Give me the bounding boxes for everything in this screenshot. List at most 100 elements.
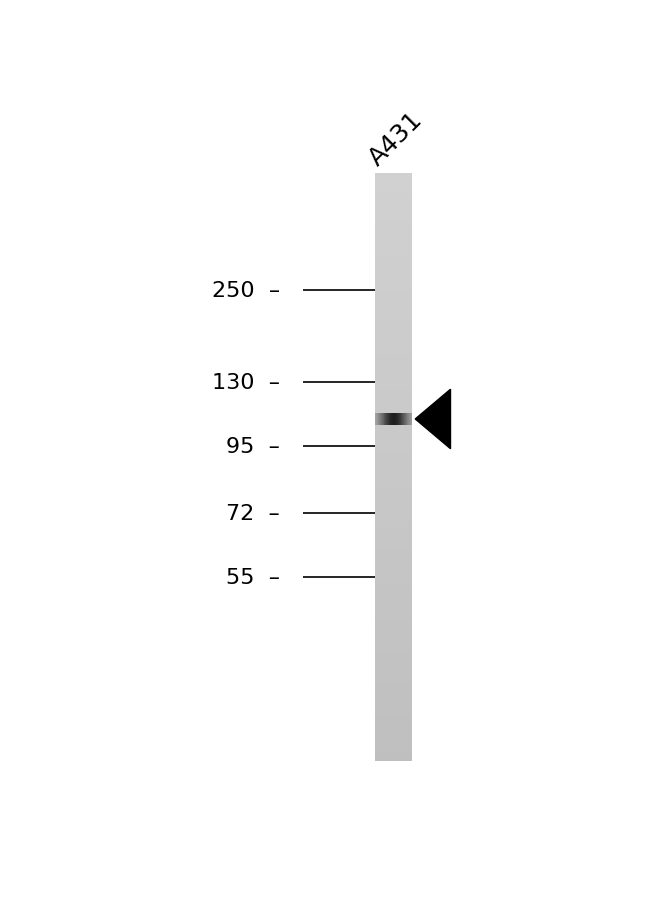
- Bar: [374, 409, 413, 414]
- Bar: [374, 262, 413, 267]
- Bar: [374, 194, 413, 199]
- Bar: [374, 199, 413, 203]
- Bar: [374, 365, 413, 369]
- Bar: [374, 630, 413, 634]
- Bar: [374, 213, 413, 218]
- Bar: [374, 482, 413, 487]
- Bar: [374, 702, 413, 708]
- Bar: [374, 335, 413, 340]
- Bar: [374, 468, 413, 472]
- Bar: [374, 624, 413, 630]
- Bar: [374, 414, 413, 419]
- Bar: [374, 742, 413, 746]
- Bar: [374, 536, 413, 541]
- Text: 130  –: 130 –: [213, 373, 280, 392]
- Bar: [374, 453, 413, 458]
- Bar: [374, 561, 413, 565]
- Bar: [374, 355, 413, 360]
- Bar: [374, 350, 413, 355]
- Bar: [374, 746, 413, 752]
- Bar: [374, 209, 413, 213]
- Bar: [374, 188, 413, 194]
- Bar: [374, 321, 413, 325]
- Bar: [374, 615, 413, 619]
- Bar: [374, 512, 413, 516]
- Bar: [374, 531, 413, 536]
- Bar: [374, 438, 413, 443]
- Bar: [374, 301, 413, 306]
- Bar: [374, 712, 413, 717]
- Bar: [374, 737, 413, 742]
- Bar: [374, 233, 413, 238]
- Bar: [374, 238, 413, 243]
- Bar: [374, 683, 413, 688]
- Bar: [374, 644, 413, 649]
- Bar: [374, 394, 413, 399]
- Bar: [374, 179, 413, 184]
- Bar: [374, 580, 413, 585]
- Bar: [374, 384, 413, 390]
- Bar: [374, 653, 413, 659]
- Bar: [374, 546, 413, 550]
- Bar: [374, 184, 413, 188]
- Bar: [374, 516, 413, 521]
- Bar: [374, 649, 413, 653]
- Bar: [374, 492, 413, 497]
- Bar: [374, 316, 413, 321]
- Bar: [374, 424, 413, 428]
- Bar: [374, 360, 413, 365]
- Bar: [374, 619, 413, 624]
- Bar: [374, 174, 413, 179]
- Bar: [374, 243, 413, 247]
- Bar: [374, 478, 413, 482]
- Text: A431: A431: [364, 108, 427, 170]
- Text: 250  –: 250 –: [212, 280, 280, 301]
- Bar: [374, 668, 413, 674]
- Bar: [374, 369, 413, 375]
- Bar: [374, 331, 413, 335]
- Bar: [374, 218, 413, 223]
- Text: 72  –: 72 –: [226, 504, 280, 524]
- Text: 55  –: 55 –: [226, 567, 280, 587]
- Bar: [374, 590, 413, 595]
- Bar: [374, 732, 413, 737]
- Bar: [374, 340, 413, 346]
- Bar: [374, 752, 413, 756]
- Bar: [374, 203, 413, 209]
- Bar: [374, 419, 413, 424]
- Bar: [374, 609, 413, 615]
- Bar: [374, 443, 413, 448]
- Bar: [374, 346, 413, 350]
- Bar: [374, 693, 413, 698]
- Bar: [374, 257, 413, 262]
- Bar: [374, 634, 413, 639]
- Bar: [374, 404, 413, 409]
- Bar: [374, 247, 413, 253]
- Bar: [374, 678, 413, 683]
- Bar: [374, 306, 413, 311]
- Bar: [374, 472, 413, 478]
- Bar: [374, 600, 413, 605]
- Bar: [374, 556, 413, 561]
- Bar: [374, 717, 413, 722]
- Bar: [374, 571, 413, 575]
- Bar: [374, 375, 413, 380]
- Bar: [374, 253, 413, 257]
- Bar: [374, 458, 413, 463]
- Bar: [374, 595, 413, 600]
- Bar: [374, 550, 413, 556]
- Polygon shape: [415, 390, 450, 449]
- Text: 95  –: 95 –: [226, 437, 280, 457]
- Bar: [374, 722, 413, 727]
- Bar: [374, 399, 413, 404]
- Bar: [374, 674, 413, 678]
- Bar: [374, 296, 413, 301]
- Bar: [374, 311, 413, 316]
- Bar: [374, 659, 413, 664]
- Bar: [374, 277, 413, 281]
- Bar: [374, 287, 413, 291]
- Bar: [374, 698, 413, 702]
- Bar: [374, 272, 413, 277]
- Bar: [374, 448, 413, 453]
- Bar: [374, 390, 413, 394]
